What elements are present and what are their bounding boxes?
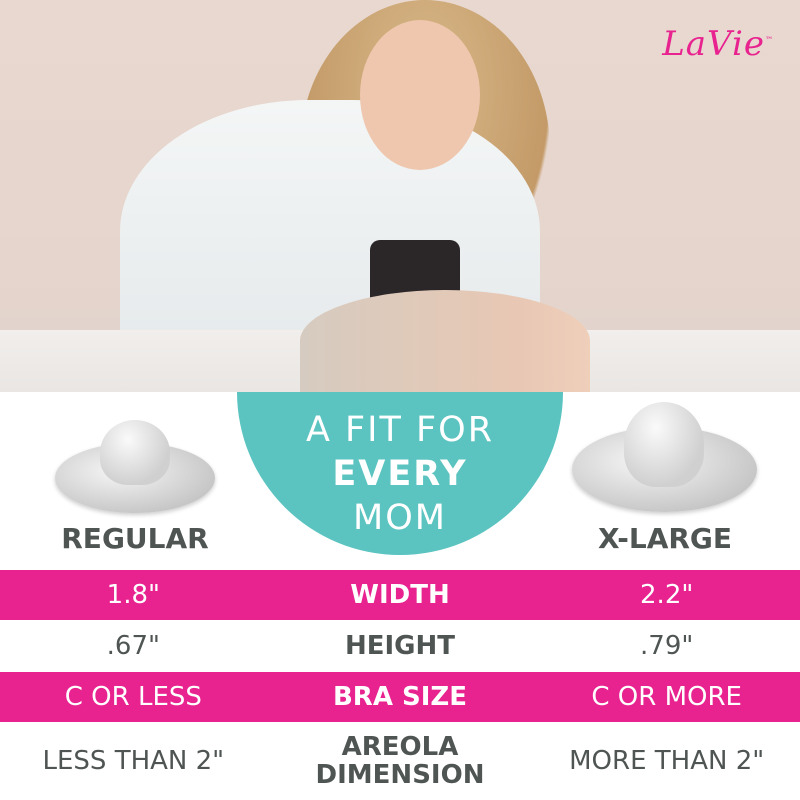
product-image-regular	[55, 418, 215, 513]
cell-xlarge: MORE THAN 2"	[569, 746, 765, 776]
cell-label: HEIGHT	[344, 631, 456, 661]
cell-regular: .67"	[106, 631, 160, 661]
cell-label: WIDTH	[350, 580, 450, 610]
cell-regular: 1.8"	[106, 580, 160, 610]
label-line-1: AREOLA	[341, 732, 459, 762]
size-label-xlarge: X-LARGE	[597, 522, 733, 555]
cell-label: BRA SIZE	[332, 682, 468, 712]
headline-badge: A FIT FOR EVERY MOM	[237, 392, 563, 555]
table-row-height: .67" HEIGHT .79"	[0, 620, 800, 672]
cell-regular: LESS THAN 2"	[42, 746, 225, 776]
hero-photo: LaVie™	[0, 0, 800, 392]
headline-line-2: EVERY	[332, 454, 468, 494]
headline-line-3: MOM	[353, 498, 447, 538]
photo-baby	[300, 290, 590, 392]
label-line-2: DIMENSION	[315, 760, 485, 790]
photo-face	[360, 20, 480, 170]
cell-label: AREOLA DIMENSION	[267, 733, 534, 789]
headline-line-1: A FIT FOR	[305, 410, 495, 450]
size-label-regular: REGULAR	[61, 522, 209, 555]
cell-xlarge: .79"	[640, 631, 694, 661]
table-row-bra-size: C OR LESS BRA SIZE C OR MORE	[0, 672, 800, 722]
cell-regular: C OR LESS	[64, 682, 202, 712]
brand-logo: LaVie™	[662, 24, 774, 64]
product-image-xlarge	[572, 402, 757, 512]
cell-xlarge: 2.2"	[640, 580, 694, 610]
cell-xlarge: C OR MORE	[591, 682, 742, 712]
table-row-width: 1.8" WIDTH 2.2"	[0, 570, 800, 620]
table-row-areola: LESS THAN 2" AREOLA DIMENSION MORE THAN …	[0, 728, 800, 794]
